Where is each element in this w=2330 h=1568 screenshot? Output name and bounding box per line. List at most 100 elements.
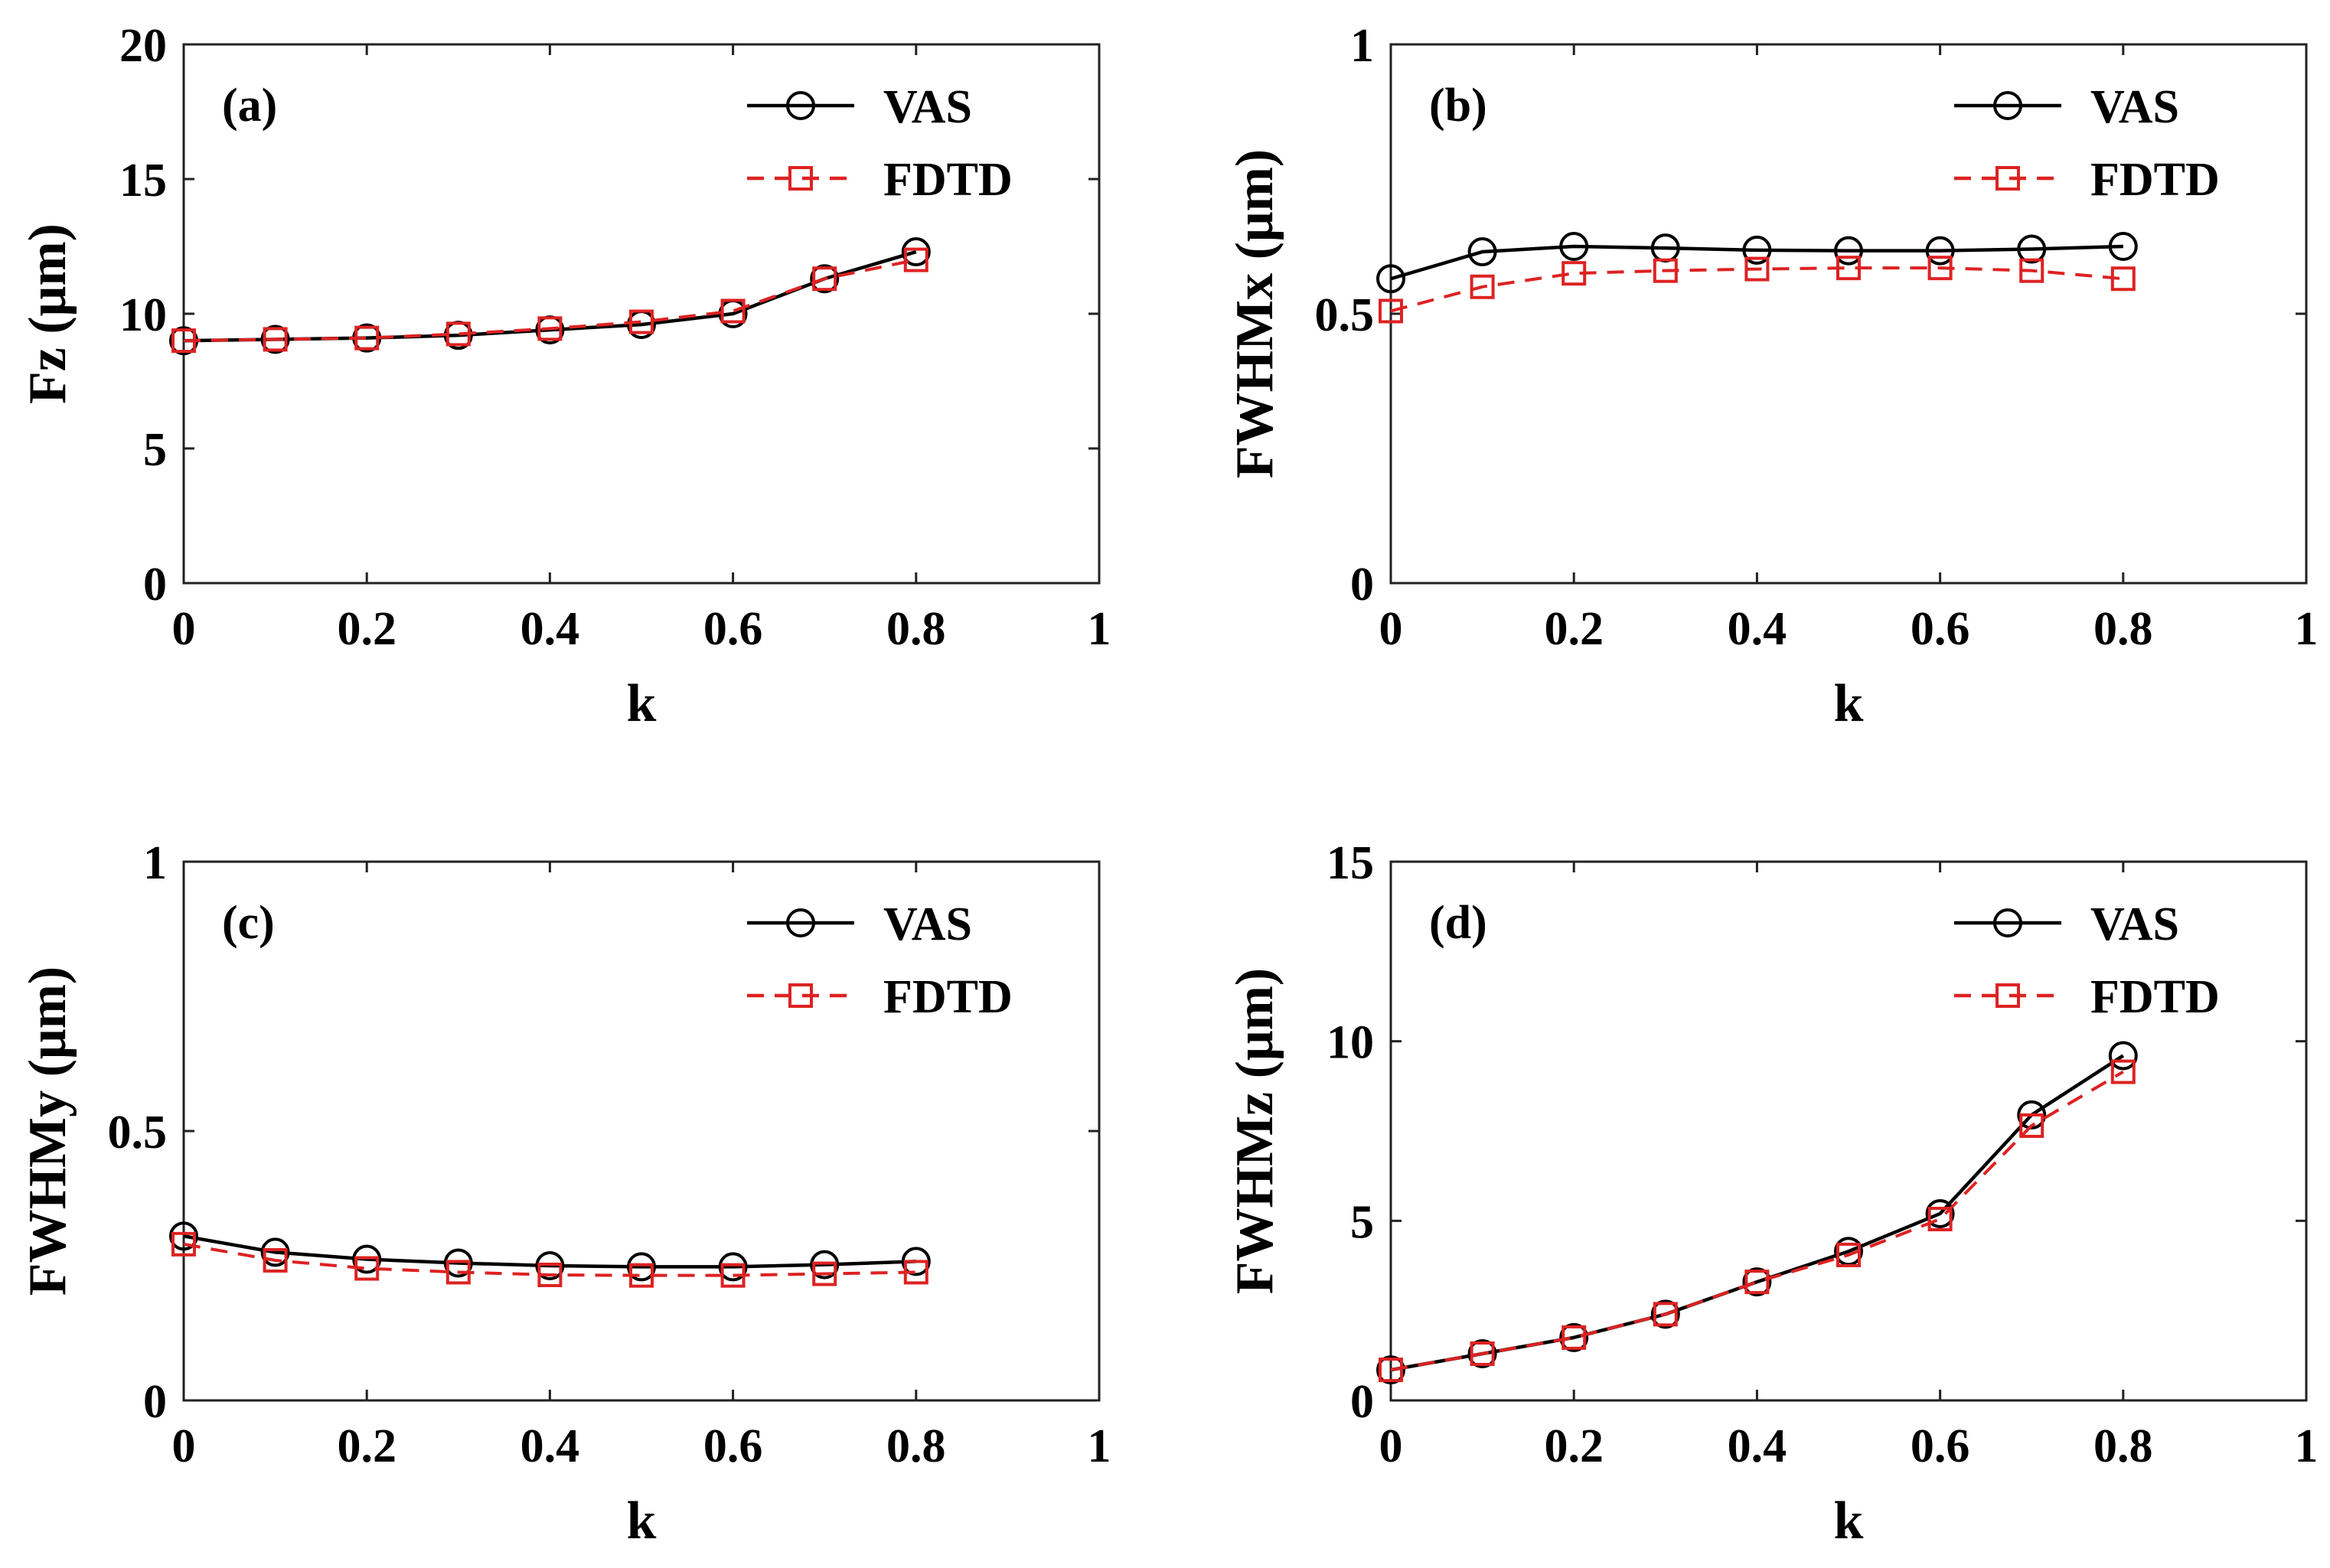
x-axis-label: k xyxy=(627,1491,657,1550)
series-line-FDTD xyxy=(1390,266,2123,313)
data-point-FDTD xyxy=(1653,1302,1678,1327)
legend-marker-FDTD xyxy=(1996,166,2020,191)
x-tick-label: 0.4 xyxy=(1728,603,1787,655)
y-tick-label: 1 xyxy=(1350,20,1374,72)
y-tick-label: 20 xyxy=(119,20,167,72)
y-tick-label: 0.5 xyxy=(1315,289,1375,341)
y-tick-label: 15 xyxy=(1327,837,1374,889)
x-tick-label: 0.2 xyxy=(1544,603,1604,655)
legend: VAS FDTD xyxy=(1954,81,2220,206)
x-tick-label: 0.8 xyxy=(886,1420,946,1472)
data-point-FDTD xyxy=(2019,258,2044,283)
data-point-VAS xyxy=(535,1251,565,1280)
series-line-VAS xyxy=(1390,1054,2125,1372)
series-VAS xyxy=(169,1221,931,1282)
x-tick-label: 0 xyxy=(1379,1420,1403,1472)
legend: VAS FDTD xyxy=(747,81,1013,206)
data-point-FDTD xyxy=(903,247,928,272)
x-tick-label: 0.8 xyxy=(2093,603,2153,655)
y-tick-label: 15 xyxy=(119,155,167,207)
data-point-FDTD xyxy=(1744,256,1770,282)
y-axis-label: Fz (μm) xyxy=(18,223,77,404)
data-point-FDTD xyxy=(445,321,471,347)
series-FDTD xyxy=(171,1231,928,1288)
y-tick-label: 5 xyxy=(143,424,167,476)
x-tick-label: 0.6 xyxy=(1911,603,1970,655)
x-tick-label: 0.2 xyxy=(1544,1420,1604,1472)
data-point-FDTD xyxy=(354,1256,380,1281)
x-tick-label: 0.4 xyxy=(520,1420,580,1472)
x-tick-label: 1 xyxy=(2295,1420,2319,1472)
panel-label: (d) xyxy=(1429,897,1487,949)
y-tick-label: 1 xyxy=(143,837,167,889)
legend-marker-FDTD xyxy=(1996,983,2020,1008)
data-point-VAS xyxy=(1742,1267,1772,1297)
data-point-FDTD xyxy=(720,298,746,324)
x-tick-label: 0.8 xyxy=(886,603,946,655)
plot-frame xyxy=(1389,860,2308,1402)
data-point-VAS xyxy=(1467,1338,1497,1368)
data-point-FDTD xyxy=(903,1260,928,1285)
legend-marker-VAS xyxy=(1993,91,2022,120)
y-axis-label: FWHMx (μm) xyxy=(1225,149,1284,478)
data-point-FDTD xyxy=(1561,261,1587,286)
series-line-FDTD xyxy=(183,258,917,343)
data-point-FDTD xyxy=(1836,256,1861,281)
data-point-VAS xyxy=(260,324,290,354)
x-tick-label: 0.6 xyxy=(1911,1420,1970,1472)
data-point-FDTD xyxy=(1744,1270,1770,1295)
data-point-VAS xyxy=(901,1247,931,1276)
data-point-FDTD xyxy=(263,327,288,352)
data-point-VAS xyxy=(2108,232,2138,261)
data-point-VAS xyxy=(169,1221,198,1251)
y-tick-label: 0 xyxy=(143,559,167,611)
legend-marker-VAS xyxy=(1993,908,2022,937)
x-tick-label: 0 xyxy=(172,1420,196,1472)
data-point-VAS xyxy=(810,1250,840,1280)
data-point-FDTD xyxy=(812,1261,837,1286)
x-tick-label: 0.6 xyxy=(703,1420,763,1472)
data-point-FDTD xyxy=(537,1262,563,1287)
legend-label-VAS: VAS xyxy=(883,898,972,950)
data-point-FDTD xyxy=(445,1260,471,1285)
data-point-FDTD xyxy=(1927,256,1953,281)
x-tick-label: 0 xyxy=(1379,603,1403,655)
series-line-FDTD xyxy=(1390,1070,2124,1372)
data-point-FDTD xyxy=(812,266,837,292)
legend-label-VAS: VAS xyxy=(2090,898,2179,950)
data-point-FDTD xyxy=(1653,258,1678,283)
data-point-VAS xyxy=(443,1248,473,1278)
legend-marker-VAS xyxy=(786,91,815,120)
data-point-VAS xyxy=(1559,1322,1589,1352)
series-FDTD xyxy=(171,247,928,354)
y-tick-label: 5 xyxy=(1350,1196,1374,1248)
chart-panel-1: 0 0.2 0.4 0.6 0.8 1 0 0.5 1 k FWHMx (μm) (b) VAS FDTD xyxy=(1225,20,2319,733)
data-point-FDTD xyxy=(1561,1325,1587,1350)
data-point-VAS xyxy=(1559,232,1589,261)
x-tick-label: 1 xyxy=(1088,1420,1111,1472)
x-axis-label: k xyxy=(1834,674,1864,733)
series-line-VAS xyxy=(1390,244,2123,281)
data-point-FDTD xyxy=(354,325,380,350)
series-VAS xyxy=(1376,1041,2138,1385)
data-point-FDTD xyxy=(2110,1059,2136,1084)
x-tick-label: 0 xyxy=(172,603,196,655)
panel-label: (a) xyxy=(222,80,277,132)
series-FDTD xyxy=(1379,1059,2136,1383)
y-axis-label: FWHMy (μm) xyxy=(18,967,77,1296)
x-tick-label: 0.2 xyxy=(337,1420,396,1472)
data-point-VAS xyxy=(1742,235,1772,265)
series-FDTD xyxy=(1379,256,2136,324)
x-tick-label: 1 xyxy=(1088,603,1111,655)
data-point-FDTD xyxy=(1470,274,1495,299)
data-point-VAS xyxy=(901,237,931,267)
data-point-VAS xyxy=(1467,237,1497,267)
legend-marker-VAS xyxy=(786,908,815,937)
x-tick-label: 0.2 xyxy=(337,603,396,655)
data-point-VAS xyxy=(260,1237,290,1267)
data-point-VAS xyxy=(1650,1299,1680,1329)
legend-marker-FDTD xyxy=(788,166,813,191)
data-point-VAS xyxy=(1925,1198,1955,1228)
